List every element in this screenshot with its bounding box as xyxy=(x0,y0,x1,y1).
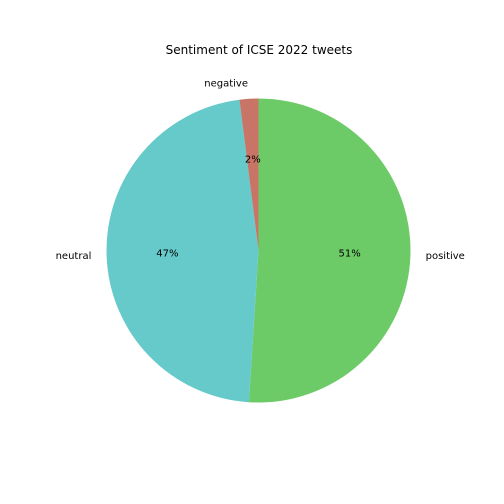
slice-percent-neutral: 47% xyxy=(156,248,178,259)
slice-label-neutral: neutral xyxy=(56,251,92,262)
chart-title: Sentiment of ICSE 2022 tweets xyxy=(166,43,353,57)
pie-slice-negative xyxy=(239,98,259,251)
pie-slice-neutral xyxy=(106,99,259,403)
slice-percent-positive: 51% xyxy=(339,248,361,259)
pie-slice-positive xyxy=(248,98,411,403)
slice-label-positive: positive xyxy=(426,251,465,262)
pie-slices xyxy=(106,98,411,403)
pie-labels: positive 51% neutral 47% negative 2% xyxy=(56,79,465,262)
slice-percent-negative: 2% xyxy=(245,154,261,165)
slice-label-negative: negative xyxy=(204,79,248,90)
